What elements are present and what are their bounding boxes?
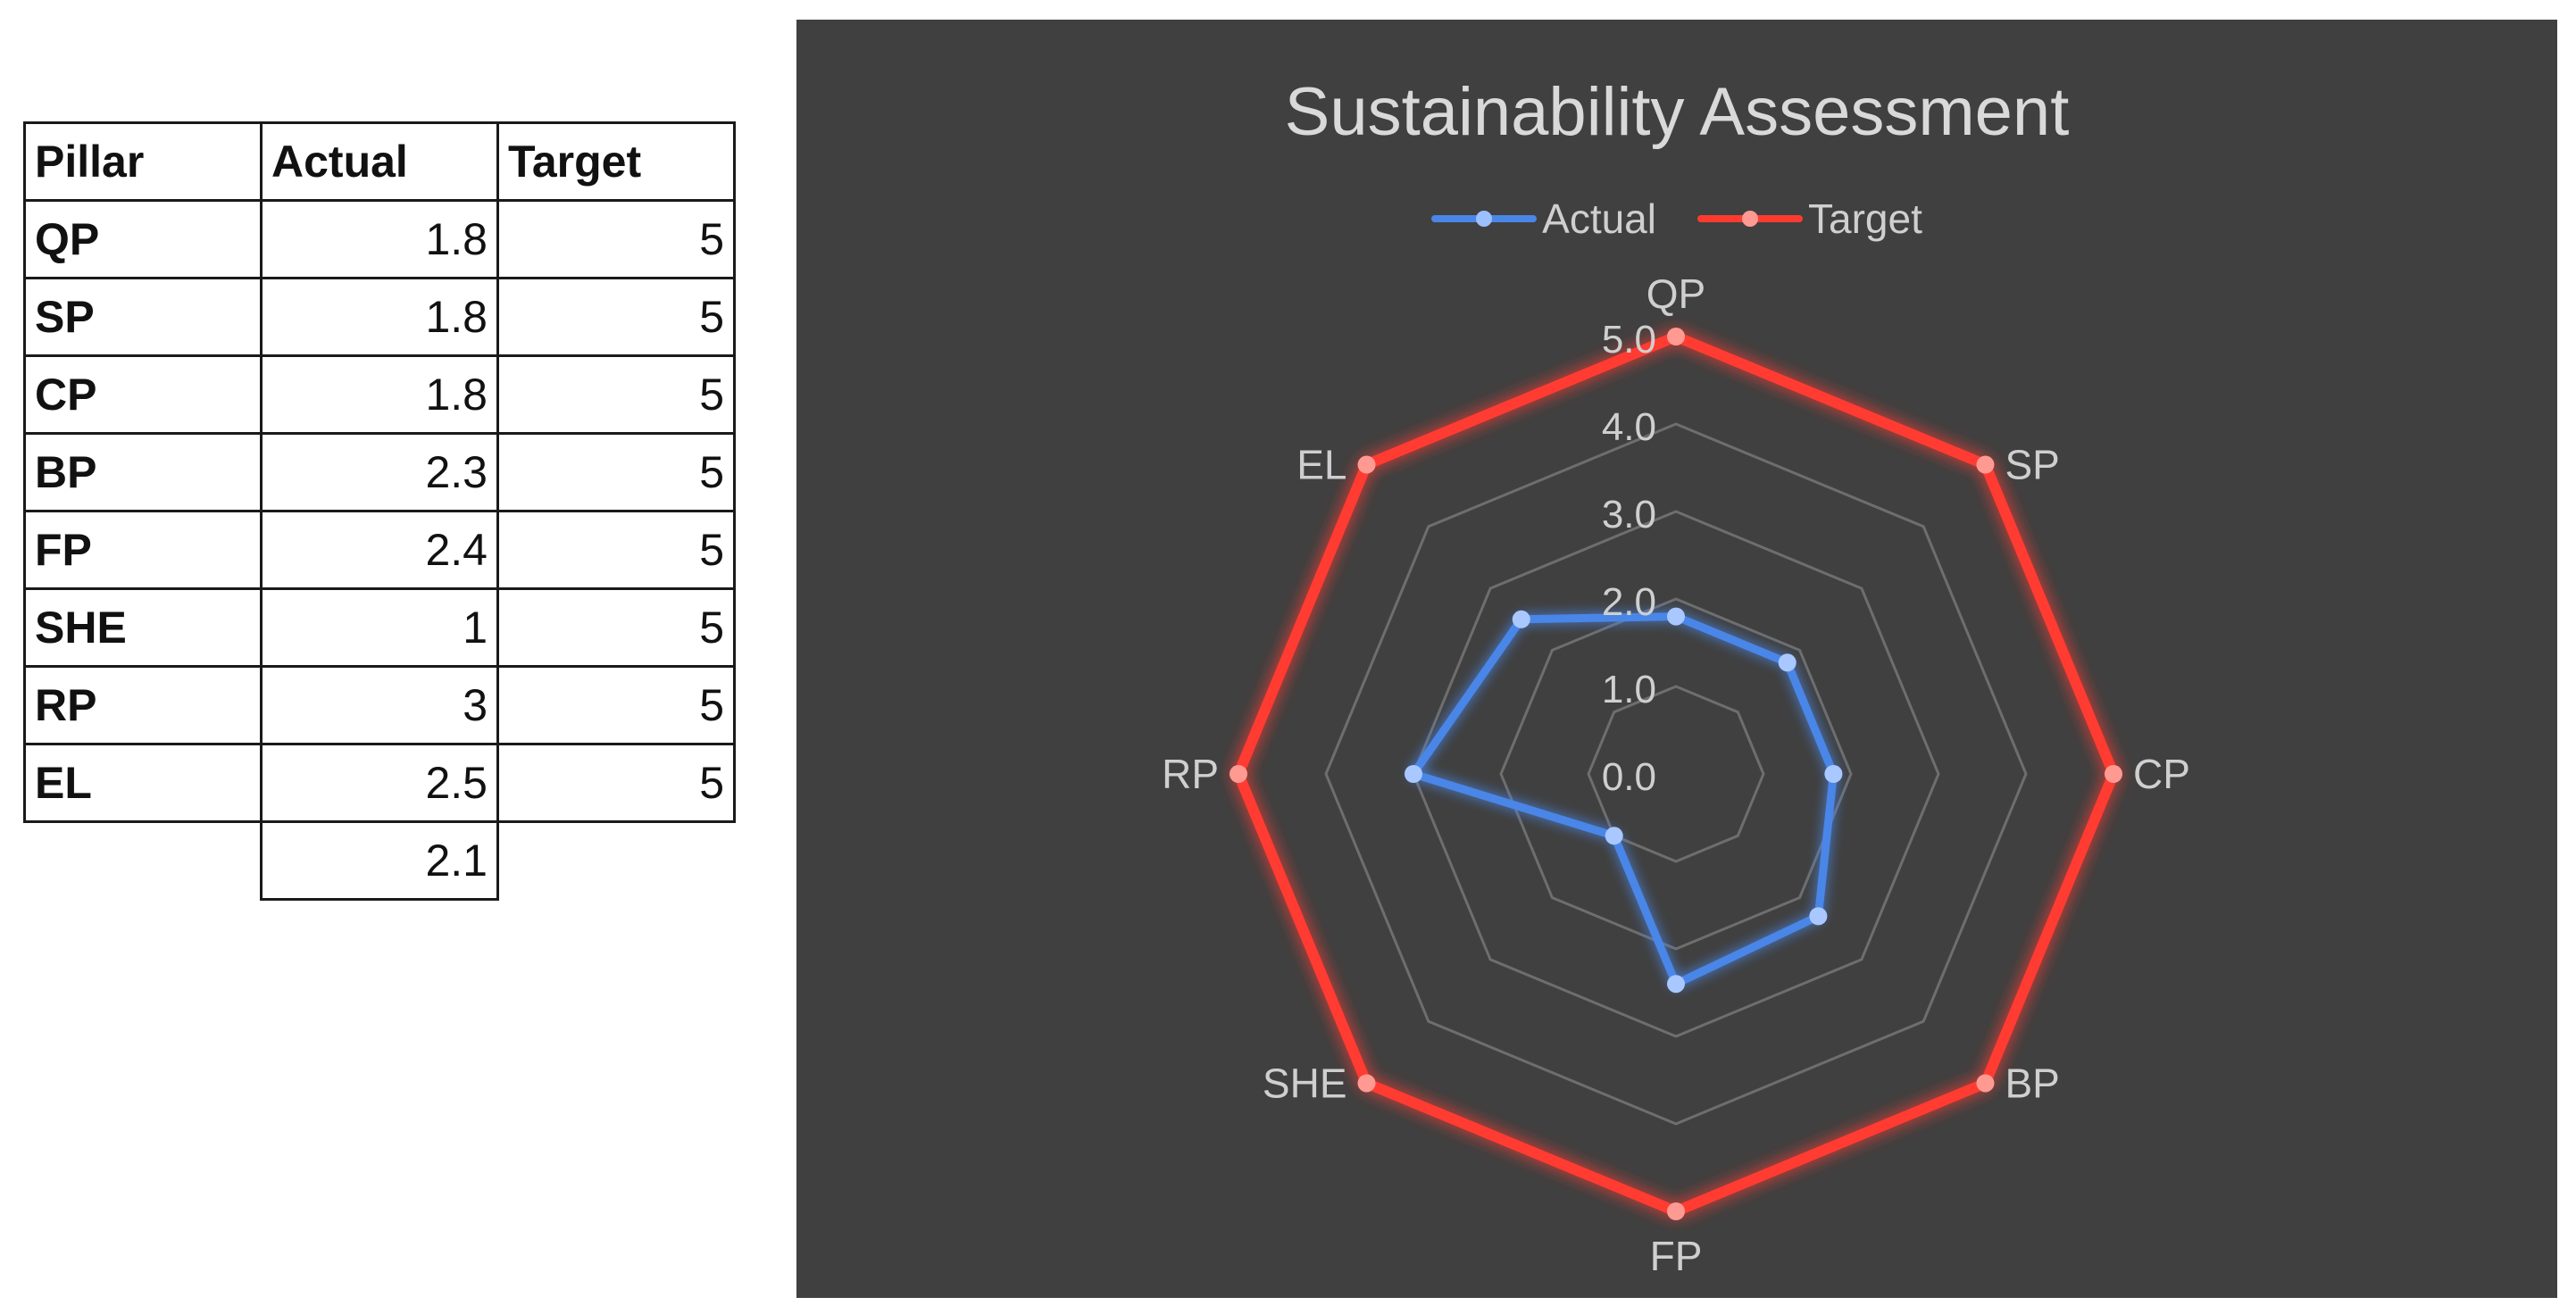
category-label-bp: BP: [2005, 1060, 2059, 1106]
data-point-target: [1230, 765, 1247, 783]
cell-pillar[interactable]: SP: [23, 277, 263, 357]
category-label-el: EL: [1296, 442, 1346, 488]
table-row-average: 2.1: [25, 820, 735, 901]
cell-target[interactable]: 5: [496, 277, 736, 357]
radial-tick-label: 4.0: [1602, 405, 1656, 449]
cell-actual[interactable]: 1.8: [260, 277, 499, 357]
legend-target-marker: [1697, 211, 1803, 227]
category-label-she: SHE: [1263, 1060, 1347, 1106]
legend-label-actual: Actual: [1542, 195, 1656, 242]
cell-pillar[interactable]: QP: [23, 199, 263, 279]
cell-actual[interactable]: 2.3: [260, 432, 499, 512]
legend-label-target: Target: [1808, 195, 1922, 242]
cell-actual[interactable]: 1.8: [260, 354, 499, 435]
category-label-fp: FP: [1650, 1233, 1703, 1279]
data-point-target: [1976, 455, 1995, 474]
data-point-actual: [1778, 653, 1797, 672]
cell-target[interactable]: 5: [496, 510, 736, 590]
cell-target[interactable]: 5: [496, 743, 736, 823]
table-header-row: Pillar Actual Target: [23, 121, 736, 202]
cell-pillar[interactable]: RP: [23, 665, 263, 745]
data-point-actual: [1809, 907, 1828, 926]
cell-target[interactable]: 5: [496, 587, 736, 668]
table-row: FP 2.4 5: [23, 510, 736, 590]
cell-average[interactable]: 2.1: [260, 820, 499, 901]
data-point-target: [1667, 1202, 1685, 1220]
cell-target[interactable]: 5: [496, 354, 736, 435]
table-row: CP 1.8 5: [23, 354, 736, 435]
empty-cell: [25, 822, 262, 900]
chart-title: Sustainability Assessment: [1284, 74, 2070, 150]
data-point-target: [1667, 328, 1685, 345]
cell-actual[interactable]: 1.8: [260, 199, 499, 279]
data-point-target: [1357, 455, 1376, 474]
table-row: RP 3 5: [23, 665, 736, 745]
data-point-actual: [1667, 975, 1685, 994]
data-point-target: [1357, 1074, 1376, 1093]
radial-tick-label: 1.0: [1602, 668, 1656, 711]
cell-target[interactable]: 5: [496, 665, 736, 745]
radar-chart: 0.0 1.0 2.0 3.0 4.0 5.0QP SP CP BP FP SHE RP EL: [1162, 270, 2190, 1279]
data-table: Pillar Actual Target QP 1.8 5 SP 1.8 5 C…: [23, 121, 736, 901]
radial-tick-label: 0.0: [1602, 755, 1656, 799]
table-row: BP 2.3 5: [23, 432, 736, 512]
data-point-actual: [1605, 827, 1623, 845]
data-point-target: [2105, 765, 2122, 783]
cell-pillar[interactable]: EL: [23, 743, 263, 823]
radar-gridline: [1587, 685, 1765, 863]
legend-actual-marker: [1431, 211, 1538, 227]
data-point-actual: [1667, 607, 1685, 626]
cell-pillar[interactable]: CP: [23, 354, 263, 435]
legend: Actual Target: [796, 195, 2557, 243]
data-point-target: [1976, 1074, 1995, 1093]
category-label-cp: CP: [2133, 751, 2190, 797]
cell-pillar[interactable]: FP: [23, 510, 263, 590]
empty-cell: [498, 822, 735, 900]
legend-item-target[interactable]: Target: [1697, 195, 1922, 243]
radar-gridline: [1324, 422, 2028, 1126]
data-point-actual: [1405, 765, 1422, 783]
category-label-rp: RP: [1162, 751, 1219, 797]
data-point-actual: [1824, 765, 1843, 783]
cell-actual[interactable]: 1: [260, 587, 499, 668]
radial-tick-label: 3.0: [1602, 493, 1656, 536]
table-row: QP 1.8 5: [23, 199, 736, 279]
header-pillar[interactable]: Pillar: [23, 121, 263, 202]
cell-pillar[interactable]: BP: [23, 432, 263, 512]
category-label-qp: QP: [1646, 270, 1705, 317]
header-target[interactable]: Target: [496, 121, 736, 202]
cell-pillar[interactable]: SHE: [23, 587, 263, 668]
cell-actual[interactable]: 2.4: [260, 510, 499, 590]
header-actual[interactable]: Actual: [260, 121, 499, 202]
radial-tick-label: 2.0: [1602, 580, 1656, 624]
cell-actual[interactable]: 2.5: [260, 743, 499, 823]
cell-target[interactable]: 5: [496, 199, 736, 279]
table-row: SP 1.8 5: [23, 277, 736, 357]
table-row: SHE 1 5: [23, 587, 736, 668]
radar-gridline: [1412, 510, 1940, 1038]
chart-area[interactable]: 0.0 1.0 2.0 3.0 4.0 5.0 QP SP CP BP FP SHE RP EL Sust…: [796, 20, 2557, 1298]
radar-gridline: [1499, 597, 1853, 951]
cell-actual[interactable]: 3: [260, 665, 499, 745]
cell-target[interactable]: 5: [496, 432, 736, 512]
category-label-sp: SP: [2005, 442, 2059, 488]
table-row: EL 2.5 5: [23, 743, 736, 823]
radial-tick-label: 5.0: [1602, 318, 1656, 362]
legend-item-actual[interactable]: Actual: [1431, 195, 1656, 243]
data-point-actual: [1512, 610, 1530, 628]
